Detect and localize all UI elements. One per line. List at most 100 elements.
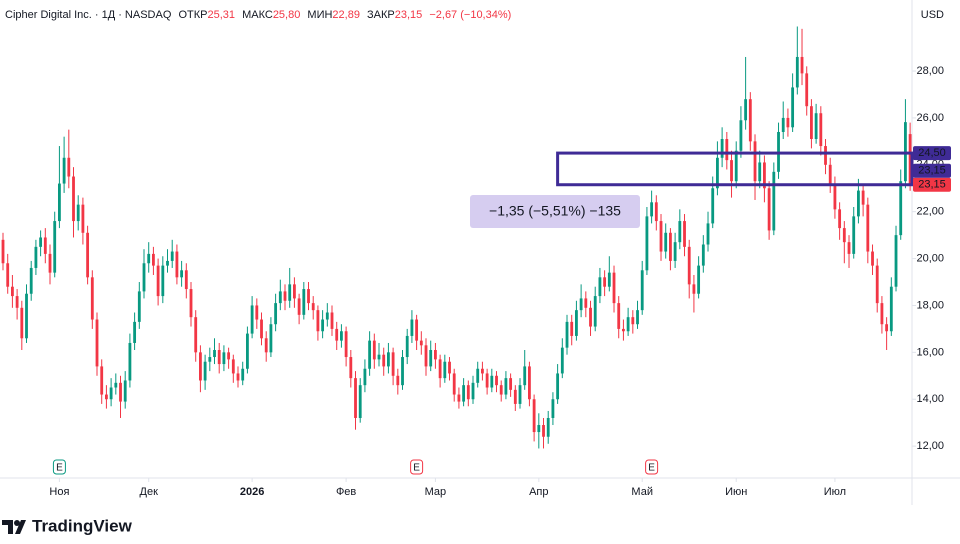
candle-body xyxy=(584,298,588,308)
candle-body xyxy=(716,157,719,189)
x-tick-label: 2026 xyxy=(240,486,264,498)
candle-body xyxy=(889,286,893,332)
candle-body xyxy=(137,291,141,322)
candle-body xyxy=(589,307,592,327)
price-label-box xyxy=(913,177,951,192)
x-tick-label: Июн xyxy=(725,486,747,498)
earnings-label: E xyxy=(56,463,63,474)
price-label: 23,15 xyxy=(918,165,946,177)
candle-body xyxy=(283,291,287,301)
candle-body xyxy=(701,244,705,266)
candle-body xyxy=(293,284,296,299)
candle-body xyxy=(457,394,461,402)
candle-body xyxy=(532,399,536,433)
candle-body xyxy=(189,289,193,318)
x-tick-label: Июл xyxy=(824,486,846,498)
candle-body xyxy=(203,361,207,381)
candle-body xyxy=(730,160,733,182)
candle-body xyxy=(767,188,771,231)
candle-body xyxy=(184,270,188,290)
brand-logo: TradingView xyxy=(2,516,133,535)
logo-icon xyxy=(2,520,26,534)
high-label: МАКС xyxy=(242,9,273,21)
candle-body xyxy=(175,251,179,278)
candle-body xyxy=(227,352,231,360)
plot-area xyxy=(1,26,912,449)
candle-body xyxy=(739,120,743,151)
logo-dot xyxy=(14,520,20,526)
candle-body xyxy=(828,164,832,184)
candle-body xyxy=(382,354,386,367)
candle-body xyxy=(861,190,865,205)
candle-body xyxy=(570,321,574,336)
candle-body xyxy=(485,373,489,388)
candle-body xyxy=(340,331,343,341)
candle-body xyxy=(147,253,151,264)
candle-body xyxy=(899,181,903,236)
candle-body xyxy=(857,190,860,217)
candle-body xyxy=(236,373,240,381)
candle-body xyxy=(142,263,146,292)
open-label: ОТКР xyxy=(178,9,207,21)
candle-body xyxy=(692,284,696,294)
x-tick-label: Май xyxy=(631,486,653,498)
earnings-label: E xyxy=(413,463,420,474)
candle-body xyxy=(321,319,325,332)
candle-body xyxy=(307,289,310,304)
candle-body xyxy=(593,296,597,327)
candle-body xyxy=(763,162,766,189)
candle-body xyxy=(509,378,513,390)
candle-body xyxy=(10,286,14,297)
candle-body xyxy=(170,251,174,261)
y-tick-label: 22,00 xyxy=(916,206,944,218)
candle-body xyxy=(208,357,212,362)
candle-body xyxy=(325,312,329,320)
candle-body xyxy=(81,204,85,233)
candle-body xyxy=(471,382,475,400)
candle-body xyxy=(852,216,856,254)
candle-body xyxy=(579,298,583,311)
candle-body xyxy=(824,146,827,165)
candle-body xyxy=(391,352,395,376)
candle-body xyxy=(706,223,710,245)
candle-body xyxy=(744,99,748,121)
symbol: Cipher Digital Inc. · 1Д · NASDAQ xyxy=(5,9,172,21)
candle-body xyxy=(819,113,823,147)
candle-body xyxy=(452,373,456,395)
candle-body xyxy=(560,347,564,374)
candle-body xyxy=(880,303,884,325)
candle-body xyxy=(810,106,813,140)
candle-body xyxy=(640,270,644,311)
candle-body xyxy=(542,425,545,437)
candle-body xyxy=(528,366,531,400)
legend-line: Cipher Digital Inc. · 1Д · NASDAQ ОТКР25… xyxy=(5,9,511,21)
candle-body xyxy=(748,99,752,142)
candle-body xyxy=(814,113,818,140)
candle-body xyxy=(231,359,235,374)
candle-body xyxy=(260,319,263,339)
candle-body xyxy=(833,183,837,210)
candle-body xyxy=(264,338,268,353)
candle-body xyxy=(607,272,611,287)
candle-body xyxy=(109,387,113,400)
candle-body xyxy=(650,202,654,217)
candle-body xyxy=(104,394,108,400)
close-label: ЗАКР xyxy=(367,9,395,21)
earnings-marker xyxy=(645,459,659,475)
candle-body xyxy=(335,328,339,341)
candle-body xyxy=(133,321,137,343)
candle-body xyxy=(76,204,80,222)
candle-body xyxy=(123,380,127,402)
candle-body xyxy=(344,331,348,358)
candle-body xyxy=(894,235,898,287)
candle-body xyxy=(838,209,842,229)
candle-body xyxy=(495,375,498,386)
candle-body xyxy=(683,221,686,247)
candle-body xyxy=(711,188,715,224)
y-tick-label: 18,00 xyxy=(916,299,944,311)
candle-body xyxy=(786,117,790,128)
candle-body xyxy=(758,162,762,182)
candle-body xyxy=(687,246,691,285)
